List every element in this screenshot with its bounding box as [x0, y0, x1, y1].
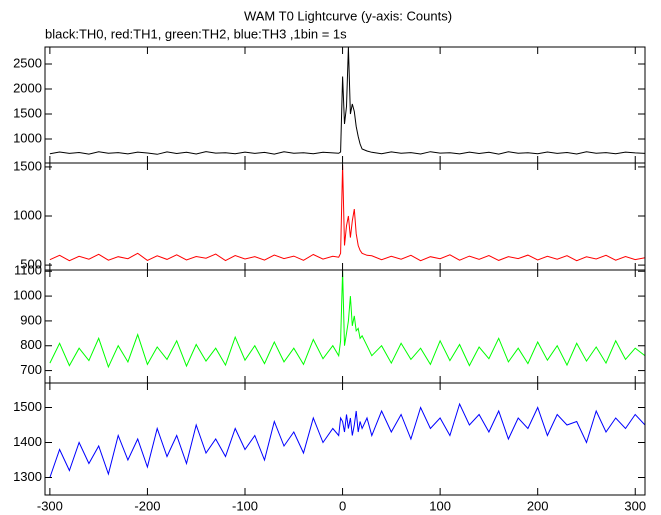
chart-title: WAM T0 Lightcurve (y-axis: Counts) [244, 8, 452, 23]
lightcurve [49, 271, 645, 369]
y-tick-label: 1100 [14, 263, 42, 278]
y-tick-label: 1300 [13, 469, 42, 484]
y-tick-label: 900 [20, 312, 42, 327]
y-tick-label: 2000 [13, 80, 42, 95]
chart-subtitle: black:TH0, red:TH1, green:TH2, blue:TH3 … [45, 26, 347, 41]
y-tick-label: 1000 [13, 130, 42, 145]
y-tick-label: 1000 [13, 288, 42, 303]
y-tick-label: 1500 [13, 399, 42, 414]
x-tick-label: 100 [429, 498, 451, 513]
lightcurve [49, 164, 645, 262]
x-tick-label: -100 [232, 498, 258, 513]
panel-frame [44, 269, 646, 384]
panel-frame [44, 46, 646, 164]
y-tick-label: 1500 [13, 158, 42, 173]
y-tick-label: 1500 [13, 105, 42, 120]
x-tick-label: 0 [339, 498, 346, 513]
x-tick-label: 200 [527, 498, 549, 513]
lightcurve [49, 402, 645, 478]
y-tick-label: 1000 [13, 207, 42, 222]
y-tick-label: 500 [20, 257, 42, 272]
y-tick-label: 800 [20, 337, 42, 352]
y-tick-label: 1400 [13, 434, 42, 449]
panel-frame [44, 382, 646, 496]
lightcurve [49, 47, 645, 155]
x-tick-label: -200 [134, 498, 160, 513]
y-tick-label: 2500 [13, 55, 42, 70]
panel-frame [44, 162, 646, 271]
x-tick-label: 300 [624, 498, 646, 513]
y-tick-label: 700 [20, 362, 42, 377]
x-tick-label: -300 [37, 498, 63, 513]
